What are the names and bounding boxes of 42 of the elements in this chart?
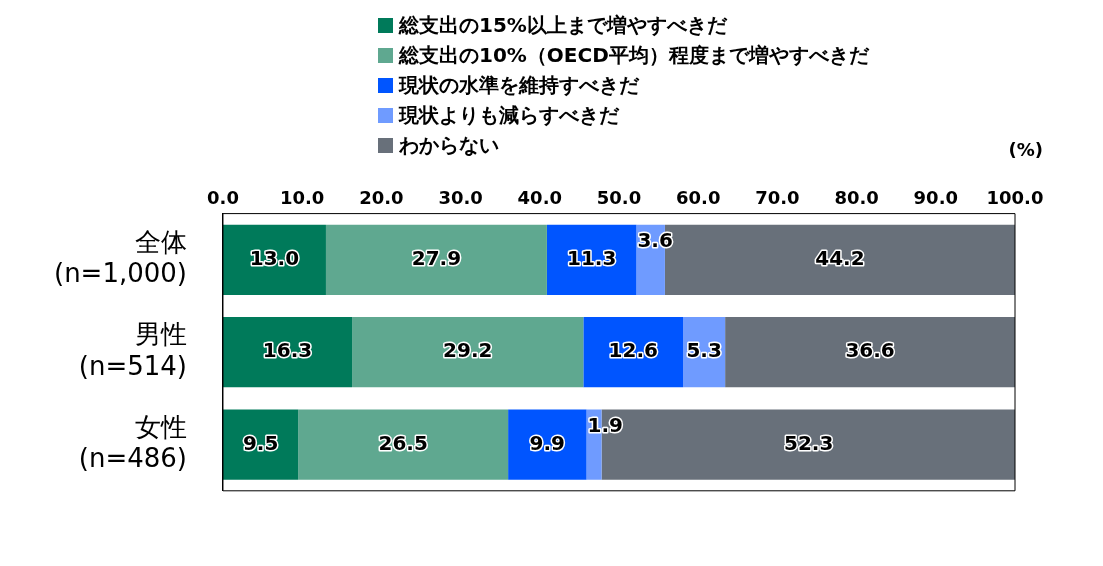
data-label: 3.6 <box>637 228 673 252</box>
bar <box>583 317 684 388</box>
data-label: 13.0 <box>249 246 300 270</box>
data-label: 9.9 <box>529 430 566 455</box>
data-label: 11.3 <box>566 246 617 270</box>
x-tick-label: 10.0 <box>279 187 325 209</box>
x-tick-label: 40.0 <box>517 187 562 209</box>
x-tick-label: 30.0 <box>438 187 483 209</box>
data-label: 5.3 <box>686 338 722 363</box>
bar <box>325 224 547 295</box>
y-tick-label: 全体 (n=1,000) <box>54 226 187 289</box>
data-label: 52.3 <box>784 430 834 455</box>
data-label: 26.5 <box>378 430 428 455</box>
x-axis-title: (%) <box>1008 139 1043 161</box>
x-tick-label: 50.0 <box>596 187 642 209</box>
x-tick-label: 80.0 <box>834 187 879 209</box>
bar <box>725 317 1015 388</box>
bar <box>222 409 299 480</box>
bar <box>222 317 353 388</box>
x-tick-label: 90.0 <box>913 187 959 209</box>
x-tick-label: 20.0 <box>359 187 404 209</box>
data-label: 29.2 <box>443 338 493 363</box>
data-label: 9.5 <box>242 430 279 455</box>
legend-label: 総支出の10%（OECD平均）程度まで増やすべきだ <box>399 42 869 69</box>
x-tick-label: 60.0 <box>675 187 721 209</box>
bar <box>298 409 509 480</box>
x-tick-label: 100.0 <box>986 187 1044 209</box>
x-tick-label: 0.0 <box>207 187 239 209</box>
x-tick-label: 70.0 <box>755 187 800 209</box>
bar <box>352 317 584 388</box>
data-label: 27.9 <box>411 246 462 270</box>
data-label: 44.2 <box>815 246 865 270</box>
data-label: 16.3 <box>262 338 313 363</box>
legend-label: 現状の水準を維持すべきだ <box>399 72 639 99</box>
legend-label: 総支出の15%以上まで増やすべきだ <box>399 12 727 39</box>
data-label: 36.6 <box>845 338 895 363</box>
legend-label: 現状よりも減らすべきだ <box>399 102 619 129</box>
bar <box>508 409 587 480</box>
y-tick-label: 女性 (n=486) <box>78 411 187 473</box>
y-tick-label: 男性 (n=514) <box>78 319 187 381</box>
data-label: 12.6 <box>608 338 658 363</box>
legend-label: わからない <box>399 132 499 159</box>
